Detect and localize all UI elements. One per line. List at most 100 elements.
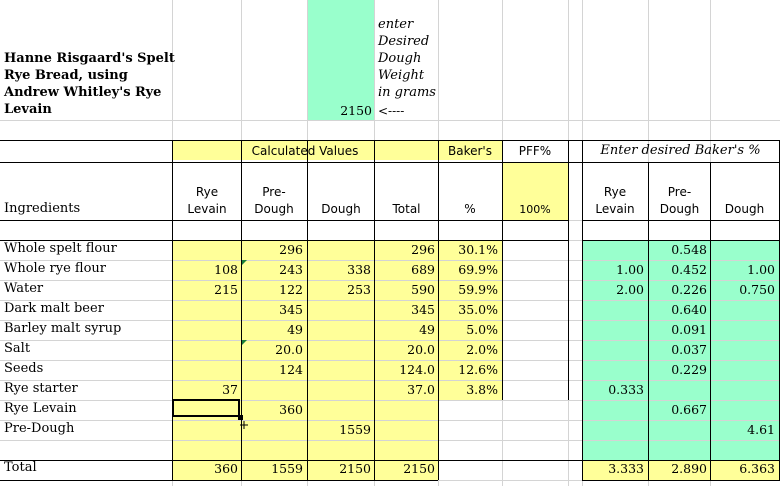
cell-r-pre[interactable]: 0.091	[671, 322, 707, 337]
comment-indicator-icon[interactable]	[242, 340, 247, 345]
cell-r-pre[interactable]: 0.037	[671, 342, 707, 357]
gridline	[0, 400, 780, 401]
ingredient-name: Dark malt beer	[4, 301, 104, 316]
cell-r-dough[interactable]: 1.00	[747, 262, 775, 277]
total-rye-levain[interactable]: 360	[214, 461, 238, 476]
border-line	[0, 460, 780, 461]
selected-cell[interactable]	[172, 399, 240, 417]
cell-pre[interactable]: 49	[287, 322, 303, 337]
cell-pct[interactable]: 3.8%	[466, 382, 498, 397]
title-line-1: Hanne Risgaard's Spelt	[4, 51, 175, 66]
cell-r-dough[interactable]: 4.61	[747, 422, 775, 437]
gridline	[0, 280, 780, 281]
border-line	[0, 480, 438, 481]
gridline	[0, 340, 780, 341]
rye-levain-header-1: Rye	[195, 185, 219, 199]
cell-total[interactable]: 124.0	[399, 362, 435, 377]
cell-r-pre[interactable]: 0.452	[671, 262, 707, 277]
instruction-line-3: Dough	[378, 51, 422, 66]
cell-lev[interactable]: 108	[214, 262, 238, 277]
bakers-header: Baker's	[448, 144, 492, 158]
r-pre-dough-header-2: Dough	[659, 202, 700, 216]
total-pre-dough[interactable]: 1559	[271, 461, 303, 476]
border-line	[582, 220, 780, 221]
cell-lev[interactable]: 215	[214, 282, 238, 297]
cell-dough[interactable]: 338	[347, 262, 371, 277]
desired-weight-input[interactable]: 2150	[340, 103, 372, 118]
gridline	[0, 300, 780, 301]
cell-pct[interactable]: 69.9%	[458, 262, 498, 277]
total-r-pre-dough[interactable]: 2.890	[671, 461, 707, 476]
cell-pct[interactable]: 12.6%	[458, 362, 498, 377]
ingredient-name: Water	[4, 281, 44, 296]
cell-dough[interactable]: 1559	[339, 422, 371, 437]
cell-total[interactable]: 689	[411, 262, 435, 277]
cell-pre[interactable]: 345	[279, 302, 303, 317]
cell-total[interactable]: 296	[411, 242, 435, 257]
cell-r-dough[interactable]: 0.750	[739, 282, 775, 297]
cell-r-lev[interactable]: 0.333	[608, 382, 644, 397]
rye-levain-header-2: Levain	[187, 202, 227, 216]
comment-indicator-icon[interactable]	[242, 260, 247, 265]
border-line	[307, 140, 308, 480]
instruction-line-5: in grams	[378, 85, 436, 100]
gridline	[0, 380, 780, 381]
cell-pct[interactable]: 35.0%	[458, 302, 498, 317]
ingredient-name: Pre-Dough	[4, 421, 75, 436]
total-dough[interactable]: 2150	[339, 461, 371, 476]
cell-pre[interactable]: 360	[279, 402, 303, 417]
total-total[interactable]: 2150	[403, 461, 435, 476]
cell-pre[interactable]: 296	[279, 242, 303, 257]
cell-pct[interactable]: 5.0%	[466, 322, 498, 337]
instruction-line-1: enter	[378, 17, 414, 32]
r-rye-levain-header-2: Levain	[595, 202, 635, 216]
cell-r-lev[interactable]: 1.00	[616, 262, 644, 277]
instruction-line-2: Desired	[378, 34, 430, 49]
cell-r-pre[interactable]: 0.640	[671, 302, 707, 317]
cell-dough[interactable]: 253	[347, 282, 371, 297]
cell-total[interactable]: 49	[419, 322, 435, 337]
ingredient-name: Whole spelt flour	[4, 241, 117, 256]
pct-header: %	[464, 202, 476, 216]
pre-dough-header-1: Pre-	[262, 185, 286, 199]
cell-total[interactable]: 345	[411, 302, 435, 317]
cell-total[interactable]: 590	[411, 282, 435, 297]
cell-r-lev[interactable]: 2.00	[616, 282, 644, 297]
cell-pre[interactable]: 124	[279, 362, 303, 377]
cell-pre[interactable]: 243	[279, 262, 303, 277]
cell-total[interactable]: 20.0	[407, 342, 435, 357]
cell-pre[interactable]: 122	[279, 282, 303, 297]
enter-bakers-header: Enter desired Baker's %	[600, 143, 761, 158]
cell-pre[interactable]: 20.0	[275, 342, 303, 357]
cell-pct[interactable]: 2.0%	[466, 342, 498, 357]
cell-r-pre[interactable]: 0.229	[671, 362, 707, 377]
pff-fill	[502, 162, 568, 220]
gridline	[0, 360, 780, 361]
border-line	[0, 220, 568, 221]
gridline	[0, 320, 780, 321]
border-line	[502, 140, 503, 400]
border-line	[0, 140, 780, 141]
cell-lev[interactable]: 37	[222, 382, 238, 397]
cell-pct[interactable]: 30.1%	[458, 242, 498, 257]
cell-r-pre[interactable]: 0.548	[671, 242, 707, 257]
pff-value[interactable]: 100%	[519, 203, 551, 216]
fill-handle[interactable]	[238, 415, 243, 420]
border-line	[0, 162, 780, 163]
cell-r-pre[interactable]: 0.667	[671, 402, 707, 417]
cell-r-pre[interactable]: 0.226	[671, 282, 707, 297]
border-line	[241, 140, 242, 480]
title-line-3: Andrew Whitley's Rye	[4, 85, 162, 100]
total-row-fill	[172, 460, 438, 480]
cell-total[interactable]: 37.0	[407, 382, 435, 397]
border-line	[0, 240, 568, 241]
total-r-rye-levain[interactable]: 3.333	[608, 461, 644, 476]
total-row-label: Total	[4, 460, 37, 475]
border-line	[582, 140, 583, 480]
total-r-dough[interactable]: 6.363	[739, 461, 775, 476]
ingredient-name: Seeds	[4, 361, 44, 376]
ingredient-name: Barley malt syrup	[4, 321, 122, 336]
total-header: Total	[392, 202, 421, 216]
cell-pct[interactable]: 59.9%	[458, 282, 498, 297]
